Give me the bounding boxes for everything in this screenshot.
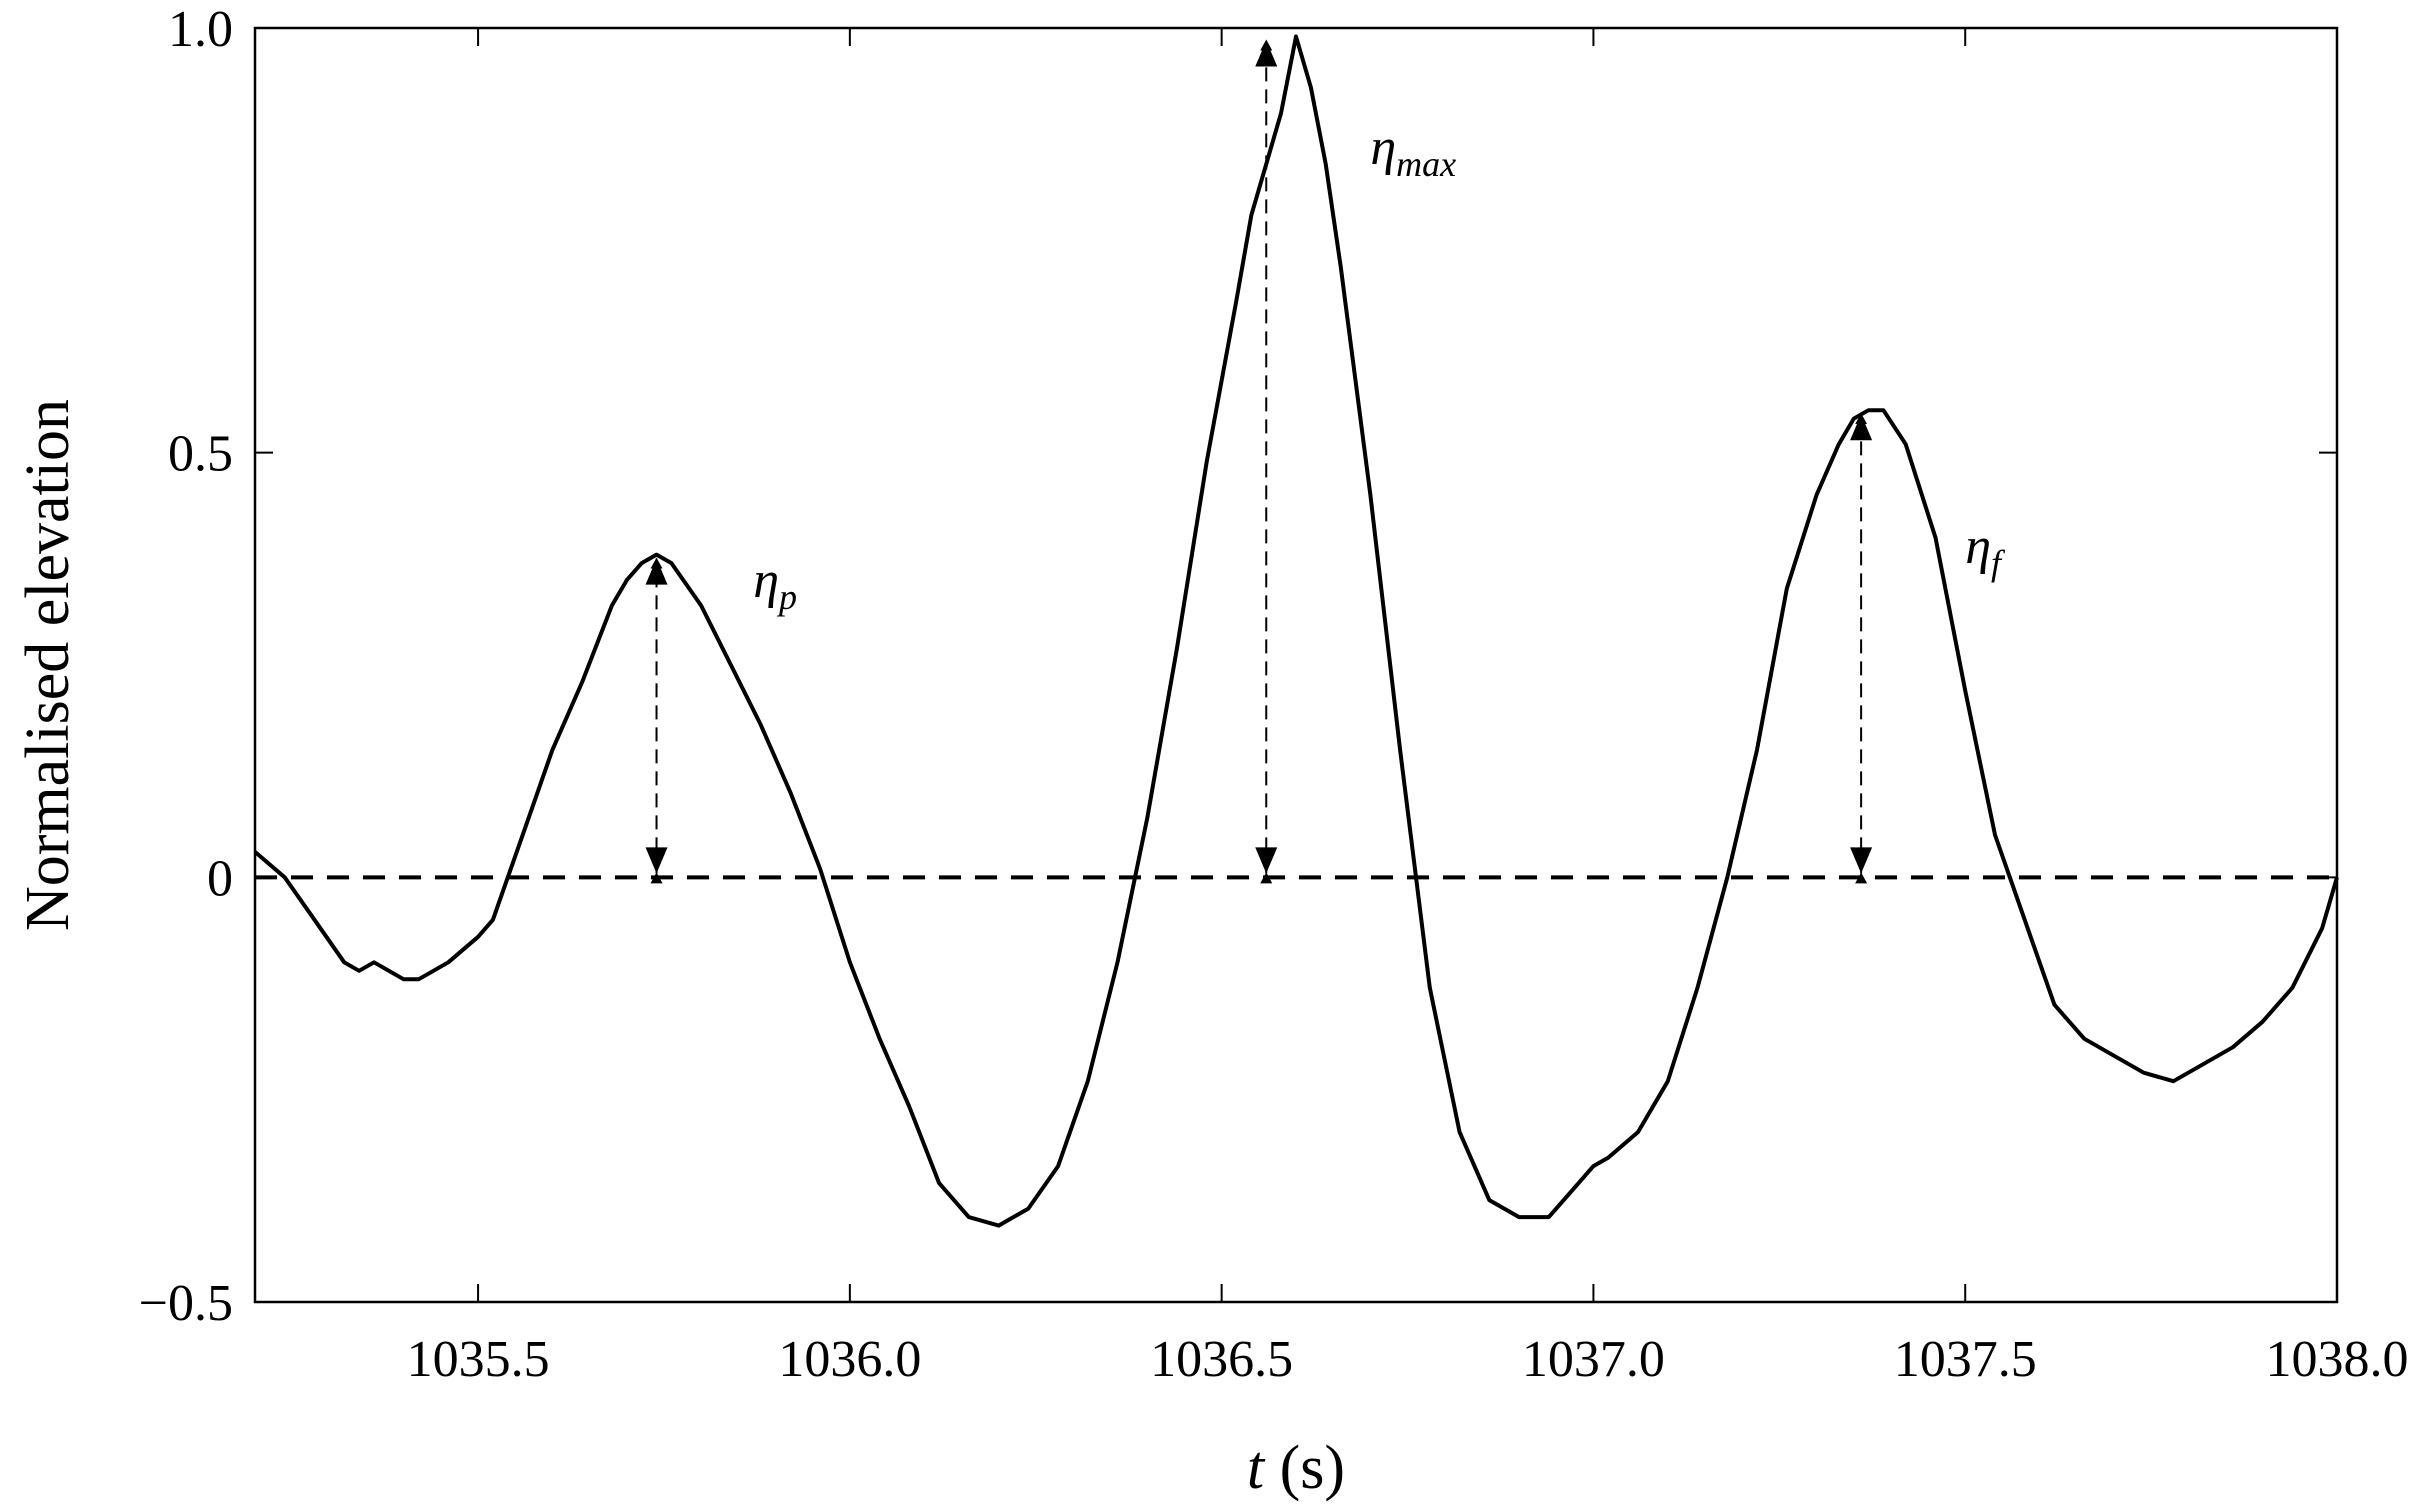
x-tick-label: 1035.5 [407,1331,550,1388]
eta-max-arrowhead-top [1255,40,1278,67]
eta-f-symbol: η [1965,518,1991,575]
eta-max-subscript: max [1396,144,1456,184]
eta-p-label: ηp [753,552,797,617]
plot-frame [253,26,2339,1304]
y-axis-title: Normalised elevation [14,399,82,931]
x-tick-label: 1038.0 [2266,1331,2409,1388]
eta-p-arrowhead-top [645,558,668,585]
eta-p-subscript: p [776,577,797,617]
y-tick-label: −0.5 [139,1275,233,1332]
x-axis-title: t (s) [1247,1434,1345,1502]
eta-f-subscript: f [1991,543,2006,583]
eta-max-label: ηmax [1370,119,1456,184]
eta-p-symbol: η [753,552,779,609]
eta-p-arrowhead-bottom [645,847,668,874]
eta-max-symbol: η [1370,119,1396,176]
eta-f-arrowhead-bottom [1850,847,1873,874]
x-axis-unit: (s) [1264,1434,1345,1502]
eta-f-arrowhead-top [1850,414,1873,441]
elevation-series-line [253,34,2339,1228]
x-tick-label: 1036.0 [778,1331,921,1388]
x-tick-label: 1036.5 [1150,1331,1293,1388]
y-tick-label: 1.0 [168,1,233,58]
eta-f-label: ηf [1965,518,2006,583]
x-axis-variable: t [1247,1434,1266,1502]
x-tick-label: 1037.5 [1894,1331,2037,1388]
y-tick-label: 0.5 [168,426,233,483]
x-tick-label: 1037.0 [1522,1331,1665,1388]
eta-max-arrowhead-bottom [1255,847,1278,874]
y-tick-label: 0 [207,850,233,907]
